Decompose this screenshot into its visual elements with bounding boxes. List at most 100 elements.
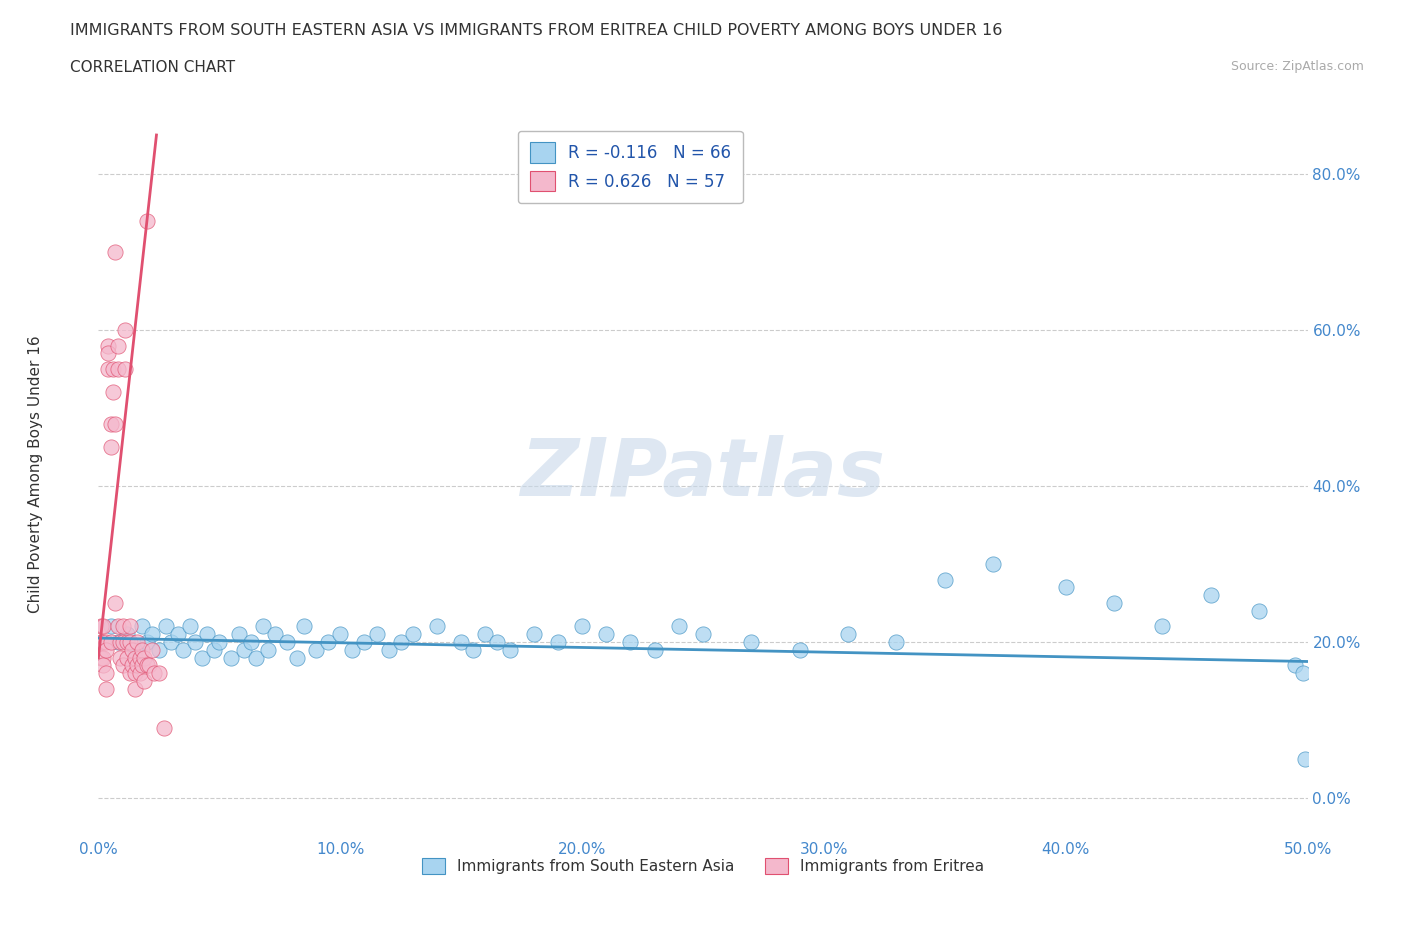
Point: [141, 643, 163, 658]
Point: [94, 682, 117, 697]
Point: [285, 650, 308, 665]
Point: [107, 362, 129, 377]
Point: [127, 634, 149, 649]
Point: [91, 658, 114, 672]
Point: [184, 634, 207, 649]
Point: [1152, 619, 1174, 634]
Point: [104, 416, 127, 431]
Point: [135, 213, 157, 228]
Point: [148, 643, 170, 658]
Point: [486, 634, 509, 649]
Point: [117, 634, 139, 649]
Point: [179, 619, 201, 634]
Point: [91, 634, 114, 649]
Text: CORRELATION CHART: CORRELATION CHART: [70, 60, 235, 75]
Point: [571, 619, 593, 634]
Point: [104, 245, 127, 259]
Point: [692, 627, 714, 642]
Point: [208, 634, 231, 649]
Point: [101, 362, 124, 377]
Point: [389, 634, 412, 649]
Point: [292, 619, 315, 634]
Point: [195, 627, 218, 642]
Legend: Immigrants from South Eastern Asia, Immigrants from Eritrea: Immigrants from South Eastern Asia, Immi…: [416, 852, 990, 880]
Point: [1249, 604, 1271, 618]
Point: [94, 643, 117, 658]
Text: Source: ZipAtlas.com: Source: ZipAtlas.com: [1230, 60, 1364, 73]
Text: ZIPatlas: ZIPatlas: [520, 435, 886, 513]
Point: [463, 643, 485, 658]
Point: [131, 619, 153, 634]
Point: [118, 666, 141, 681]
Point: [107, 634, 129, 649]
Point: [108, 634, 131, 649]
Point: [329, 627, 352, 642]
Point: [668, 619, 690, 634]
Point: [118, 619, 141, 634]
Point: [117, 627, 139, 642]
Point: [1102, 595, 1125, 610]
Point: [155, 619, 177, 634]
Point: [450, 634, 472, 649]
Point: [143, 666, 166, 681]
Point: [740, 634, 762, 649]
Point: [595, 627, 617, 642]
Point: [114, 362, 136, 377]
Point: [100, 440, 122, 455]
Point: [264, 627, 287, 642]
Point: [402, 627, 425, 642]
Point: [837, 627, 859, 642]
Point: [204, 643, 226, 658]
Point: [97, 362, 120, 377]
Point: [111, 619, 134, 634]
Point: [191, 650, 214, 665]
Point: [90, 650, 112, 665]
Point: [1292, 666, 1315, 681]
Point: [377, 643, 399, 658]
Point: [118, 634, 141, 649]
Point: [498, 643, 520, 658]
Point: [160, 634, 183, 649]
Point: [232, 643, 254, 658]
Point: [141, 627, 163, 642]
Point: [426, 619, 449, 634]
Point: [127, 658, 149, 672]
Point: [134, 673, 156, 688]
Point: [239, 634, 262, 649]
Point: [111, 658, 134, 672]
Point: [124, 650, 146, 665]
Point: [100, 619, 122, 634]
Point: [256, 643, 278, 658]
Point: [644, 643, 666, 658]
Point: [90, 619, 112, 634]
Point: [107, 339, 129, 353]
Point: [245, 650, 267, 665]
Text: IMMIGRANTS FROM SOUTH EASTERN ASIA VS IMMIGRANTS FROM ERITREA CHILD POVERTY AMON: IMMIGRANTS FROM SOUTH EASTERN ASIA VS IM…: [70, 23, 1002, 38]
Point: [90, 634, 112, 649]
Point: [1284, 658, 1306, 672]
Point: [131, 643, 153, 658]
Point: [167, 627, 190, 642]
Point: [152, 721, 174, 736]
Point: [117, 650, 139, 665]
Point: [1054, 580, 1077, 595]
Point: [1199, 588, 1222, 603]
Point: [101, 385, 124, 400]
Point: [172, 643, 194, 658]
Point: [547, 634, 569, 649]
Point: [111, 634, 134, 649]
Point: [128, 666, 150, 681]
Point: [100, 634, 122, 649]
Point: [121, 658, 143, 672]
Point: [981, 556, 1004, 571]
Point: [474, 627, 496, 642]
Point: [108, 650, 131, 665]
Point: [1294, 751, 1316, 766]
Point: [135, 658, 157, 672]
Point: [134, 650, 156, 665]
Point: [97, 346, 120, 361]
Point: [886, 634, 908, 649]
Point: [91, 650, 114, 665]
Point: [107, 619, 129, 634]
Point: [353, 634, 375, 649]
